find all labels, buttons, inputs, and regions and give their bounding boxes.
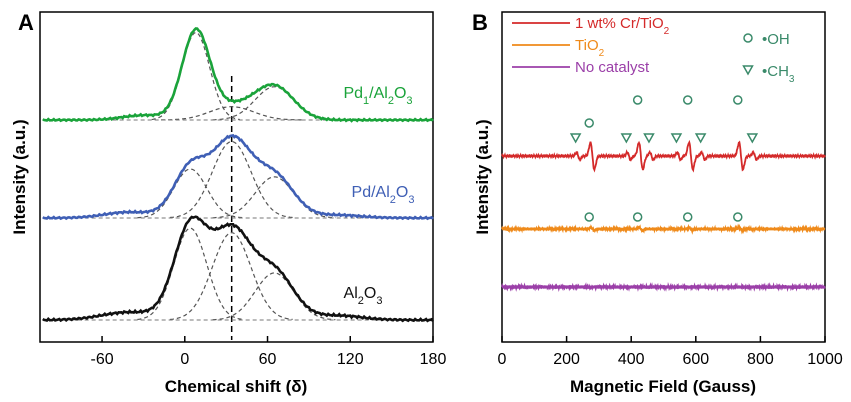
- series-label: Pd1/Al2O3: [343, 85, 412, 107]
- panel-a-ylabel: Intensity (a.u.): [10, 119, 29, 234]
- panel-b-label: B: [472, 10, 488, 35]
- panel-a-tick-label: 60: [259, 351, 277, 368]
- series-line: [42, 133, 434, 221]
- panel-a-curves: [42, 27, 435, 323]
- panel-a-tick-label: 180: [420, 351, 447, 368]
- component-peak: [169, 140, 293, 219]
- series-line: [42, 27, 434, 123]
- panel-a-tick-label: -60: [90, 351, 113, 368]
- panel-b-tick-label: 600: [682, 351, 709, 368]
- ch3-marker: [569, 133, 582, 144]
- ch3-marker: [746, 133, 759, 144]
- oh-marker: [584, 212, 594, 222]
- panel-b-tick-label: 400: [618, 351, 645, 368]
- series-label: Al2O3: [344, 285, 383, 307]
- panel-b-ylabel: Intensity (a.u.): [473, 119, 492, 234]
- oh-marker: [733, 212, 743, 222]
- legend-entry-label: 1 wt% Cr/TiO2: [575, 15, 670, 37]
- series-line-cr-tio2: [501, 139, 826, 173]
- ch3-marker: [620, 133, 633, 144]
- series-line: [42, 215, 435, 323]
- legend-entry-label: No catalyst: [575, 59, 650, 76]
- legend-ch3-label: •CH3: [762, 63, 795, 85]
- ch3-marker: [643, 133, 655, 144]
- oh-marker: [584, 118, 594, 128]
- panel-a-xlabel: Chemical shift (δ): [165, 377, 308, 396]
- ch3-marker: [742, 65, 754, 76]
- panel-a-frame: [39, 11, 434, 343]
- series-line-no-catalyst: [501, 282, 826, 292]
- component-peak: [151, 31, 240, 121]
- panel-b-frame: [501, 11, 826, 343]
- series-label: Pd/Al2O3: [352, 184, 415, 206]
- panel-a-label: A: [18, 10, 34, 35]
- panel-b-tick-label: 1000: [807, 351, 843, 368]
- oh-marker: [682, 212, 693, 222]
- component-peak: [161, 106, 302, 121]
- oh-marker: [743, 33, 753, 43]
- panel-b-xlabel: Magnetic Field (Gauss): [570, 377, 756, 396]
- component-peak: [212, 272, 336, 321]
- panel-b-xticks: 0 200 400 600 800 1000: [498, 336, 843, 368]
- component-peak: [169, 231, 293, 321]
- panel-b: B Intensity (a.u.) Magnetic Field (Gauss…: [472, 10, 843, 396]
- panel-b-curves: [501, 139, 826, 292]
- panel-a-tick-label: 0: [180, 351, 189, 368]
- panel-a-tick-label: 120: [337, 351, 364, 368]
- panel-b-tick-label: 200: [553, 351, 580, 368]
- ch3-marker: [670, 133, 683, 144]
- oh-marker: [632, 95, 643, 105]
- panel-b-tick-label: 800: [747, 351, 774, 368]
- panel-a-xticks: -60 0 60 120 180: [90, 336, 446, 368]
- panel-b-tick-label: 0: [498, 351, 507, 368]
- legend-entry-label: TiO2: [575, 37, 605, 59]
- panel-a: A Intensity (a.u.) Chemical shift (δ) -6…: [10, 10, 446, 396]
- panel-a-series-labels: Pd1/Al2O3 Pd/Al2O3 Al2O3: [343, 85, 414, 307]
- series-line-tio2: [501, 223, 826, 235]
- panel-b-markers: [569, 95, 759, 222]
- legend-oh-label: •OH: [762, 31, 790, 48]
- component-peak: [212, 86, 336, 121]
- ch3-marker: [694, 133, 707, 144]
- oh-marker: [632, 212, 643, 222]
- oh-marker: [682, 95, 693, 105]
- oh-marker: [733, 95, 743, 105]
